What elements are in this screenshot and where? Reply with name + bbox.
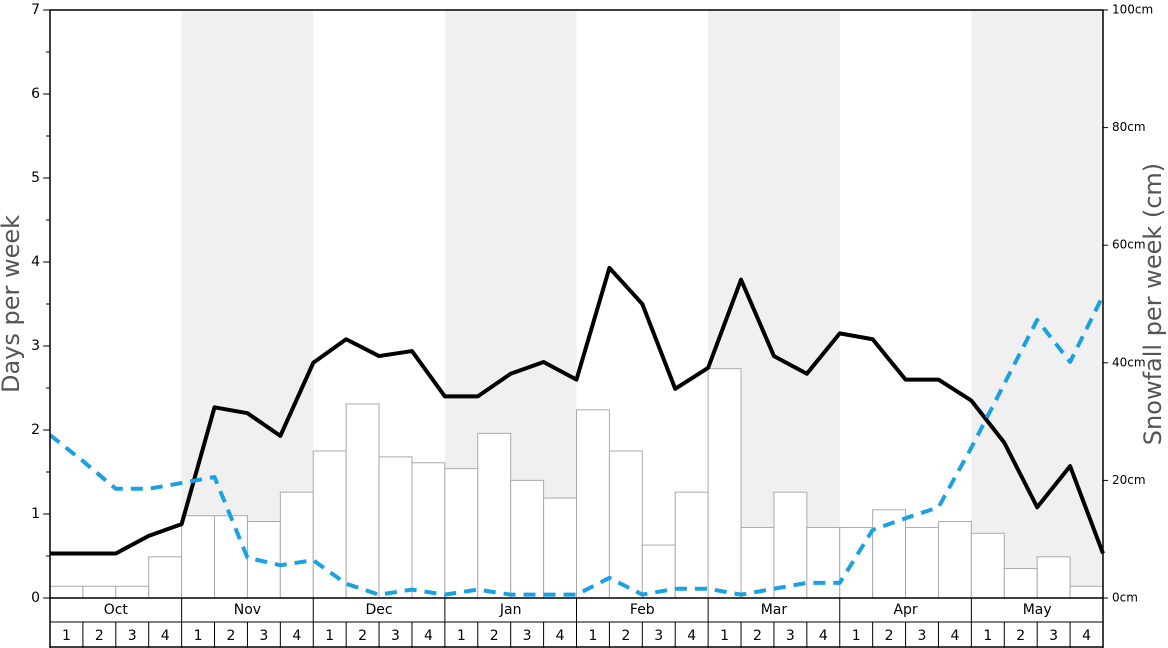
week-label: 2 xyxy=(753,628,762,644)
week-label: 3 xyxy=(1049,628,1058,644)
month-label: Nov xyxy=(234,602,261,618)
week-label: 2 xyxy=(885,628,894,644)
bar xyxy=(148,556,183,599)
week-label: 3 xyxy=(259,628,268,644)
week-label: 1 xyxy=(588,628,597,644)
bar xyxy=(905,526,939,599)
bar xyxy=(674,491,709,599)
week-label: 3 xyxy=(918,628,927,644)
week-label: 3 xyxy=(786,628,795,644)
bar xyxy=(608,450,643,599)
week-label: 1 xyxy=(194,628,203,644)
week-label: 2 xyxy=(358,628,367,644)
bar xyxy=(543,497,577,599)
y2-tick-label: 80cm xyxy=(1112,120,1146,134)
y-tick-label: 6 xyxy=(31,86,40,102)
bar xyxy=(312,450,347,599)
bar xyxy=(181,515,216,599)
week-label: 4 xyxy=(687,628,696,644)
week-label: 1 xyxy=(62,628,71,644)
month-label: Apr xyxy=(893,602,917,618)
week-label: 4 xyxy=(819,628,828,644)
y2-tick-label: 60cm xyxy=(1112,238,1146,252)
month-label: May xyxy=(1023,602,1052,618)
week-label: 3 xyxy=(523,628,532,644)
bar xyxy=(49,585,84,599)
week-label: 4 xyxy=(556,628,565,644)
bar xyxy=(970,532,1005,599)
bar xyxy=(806,526,841,599)
week-label: 2 xyxy=(95,628,104,644)
week-label: 3 xyxy=(128,628,137,644)
y2-tick-label: 100cm xyxy=(1112,3,1153,17)
bar xyxy=(444,468,479,599)
y-tick-label: 3 xyxy=(31,338,40,354)
week-label: 2 xyxy=(490,628,499,644)
y-tick-label: 4 xyxy=(31,254,40,270)
bar xyxy=(1069,585,1104,599)
y2-tick-label: 20cm xyxy=(1112,473,1146,487)
bar xyxy=(279,491,314,599)
bar xyxy=(378,456,413,599)
line xyxy=(50,265,1105,556)
week-label: 1 xyxy=(852,628,861,644)
week-label: 4 xyxy=(1082,628,1091,644)
bar xyxy=(839,526,874,599)
bar xyxy=(214,515,248,599)
week-label: 2 xyxy=(1016,628,1025,644)
week-label: 4 xyxy=(161,628,170,644)
month-label: Jan xyxy=(499,602,522,618)
bar xyxy=(115,585,150,599)
week-label: 3 xyxy=(391,628,400,644)
y-axis-title: Days per week xyxy=(0,215,25,393)
y-tick-label: 7 xyxy=(31,2,40,18)
month-shade xyxy=(971,10,1103,598)
bar xyxy=(345,403,380,599)
bar xyxy=(477,432,512,599)
y-tick-label: 1 xyxy=(31,506,40,522)
week-label: 2 xyxy=(621,628,630,644)
week-label: 1 xyxy=(720,628,729,644)
y2-tick-label: 0cm xyxy=(1112,591,1138,605)
bar xyxy=(411,462,446,599)
month-label: Feb xyxy=(630,602,655,618)
week-label: 1 xyxy=(457,628,466,644)
line xyxy=(48,294,1105,597)
y-tick-label: 2 xyxy=(31,422,40,438)
week-label: 1 xyxy=(983,628,992,644)
bar xyxy=(1003,568,1038,599)
week-label: 4 xyxy=(424,628,433,644)
bar xyxy=(740,526,775,599)
y2-axis-title: Snowfall per week (cm) xyxy=(1139,163,1167,445)
week-label: 4 xyxy=(950,628,959,644)
month-label: Dec xyxy=(366,602,393,618)
bar xyxy=(82,585,117,599)
bar xyxy=(576,409,610,599)
y2-tick-label: 40cm xyxy=(1112,355,1146,369)
bar xyxy=(1036,556,1071,599)
month-label: Oct xyxy=(104,602,129,618)
week-label: 4 xyxy=(292,628,301,644)
bar xyxy=(707,368,742,599)
bar xyxy=(510,479,545,599)
bar xyxy=(937,521,972,599)
week-label: 1 xyxy=(325,628,334,644)
week-label: 3 xyxy=(654,628,663,644)
week-label: 2 xyxy=(227,628,236,644)
y-tick-label: 5 xyxy=(31,170,40,186)
month-label: Mar xyxy=(761,602,788,618)
y-tick-label: 0 xyxy=(31,590,40,606)
